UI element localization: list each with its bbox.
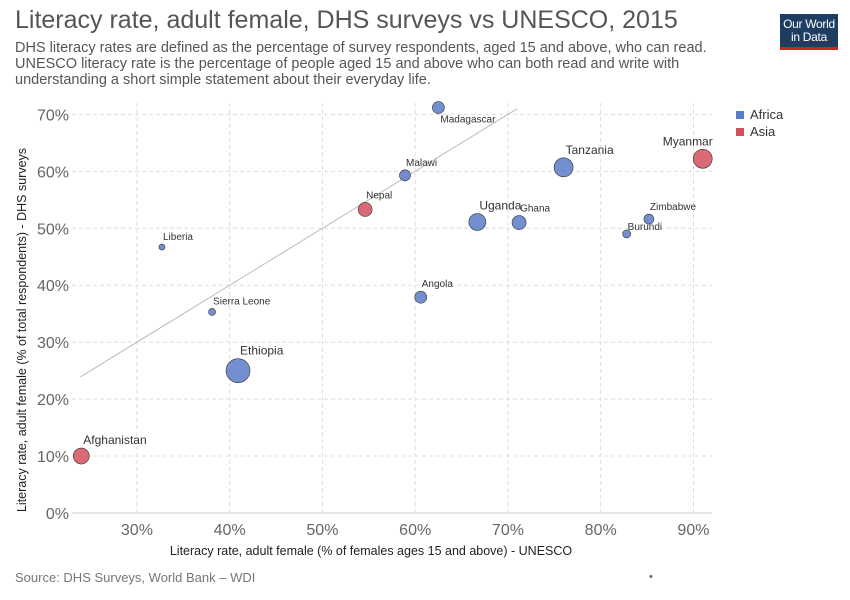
point-burundi[interactable] (622, 229, 631, 239)
point-sierra-leone[interactable] (208, 308, 216, 316)
point-ghana[interactable] (511, 215, 527, 230)
y-tick-label: 50% (37, 221, 69, 238)
legend-label-africa: Africa (750, 107, 784, 122)
point-label-uganda: Uganda (479, 199, 521, 213)
tick-labels: 0% 10% 20% 30% 40% 50% 60% 70% 30% 40% 50% 60% 70% 80… (37, 107, 709, 539)
point-zimbabwe[interactable] (643, 213, 655, 225)
y-tick-label: 70% (37, 107, 69, 124)
y-tick-label: 10% (37, 449, 69, 466)
point-nepal[interactable] (357, 202, 373, 217)
point-myanmar[interactable] (692, 149, 713, 169)
chart-subtitle: DHS literacy rates are defined as the pe… (15, 40, 707, 88)
x-axis-label: Literacy rate, adult female (% of female… (170, 544, 573, 558)
y-tick-label: 60% (37, 164, 69, 181)
data-points (72, 101, 713, 465)
reference-line (80, 108, 518, 378)
legend-item-africa[interactable]: Africa (736, 106, 783, 123)
legend-swatch-asia (736, 127, 744, 136)
point-label-sierra-leone: Sierra Leone (213, 296, 271, 307)
point-angola[interactable] (414, 290, 428, 304)
point-label-tanzania: Tanzania (566, 143, 614, 157)
chart-title: Literacy rate, adult female, DHS surveys… (15, 6, 678, 34)
point-label-malawi: Malawi (406, 158, 437, 169)
point-uganda[interactable] (468, 213, 487, 231)
x-tick-label: 80% (585, 522, 617, 539)
legend-item-asia[interactable]: Asia (736, 123, 783, 140)
x-tick-label: 60% (399, 522, 431, 539)
legend: Africa Asia (736, 106, 783, 140)
source-note: Source: DHS Surveys, World Bank – WDI (15, 570, 256, 585)
point-label-angola: Angola (422, 279, 454, 290)
y-tick-label: 0% (46, 506, 69, 523)
point-label-ethiopia: Ethiopia (240, 344, 284, 358)
point-label-burundi: Burundi (628, 222, 662, 233)
grid-lines (72, 103, 712, 514)
x-tick-label: 40% (214, 522, 246, 539)
x-tick-label: 50% (306, 522, 338, 539)
reference-line-group (80, 108, 518, 378)
y-axis-label: Literacy rate, adult female (% of total … (15, 148, 29, 512)
point-madagascar[interactable] (432, 101, 445, 114)
point-liberia[interactable] (158, 243, 166, 251)
x-tick-label: 30% (121, 522, 153, 539)
point-labels: Ethiopia Myanmar Tanzania Uganda Afghanistan… (83, 115, 713, 447)
logo-line-1: Our World (783, 17, 835, 31)
point-label-zimbabwe: Zimbabwe (650, 202, 697, 213)
y-tick-label: 40% (37, 278, 69, 295)
point-label-ghana: Ghana (520, 204, 550, 215)
point-afghanistan[interactable] (72, 447, 90, 465)
point-tanzania[interactable] (553, 157, 574, 178)
point-malawi[interactable] (399, 169, 411, 182)
owid-logo[interactable]: Our World in Data (780, 14, 838, 50)
point-label-nepal: Nepal (366, 190, 392, 201)
logo-line-2: in Data (791, 30, 827, 44)
y-tick-label: 20% (37, 392, 69, 409)
x-tick-label: 90% (677, 522, 709, 539)
point-label-liberia: Liberia (163, 232, 193, 243)
legend-swatch-africa (736, 110, 744, 119)
point-ethiopia[interactable] (225, 358, 251, 383)
legend-label-asia: Asia (750, 124, 776, 139)
point-label-madagascar: Madagascar (440, 115, 496, 126)
y-tick-label: 30% (37, 335, 69, 352)
point-label-afghanistan: Afghanistan (83, 433, 146, 447)
point-label-myanmar: Myanmar (663, 134, 713, 148)
footer-marker: • (649, 571, 653, 583)
x-tick-label: 70% (492, 522, 524, 539)
